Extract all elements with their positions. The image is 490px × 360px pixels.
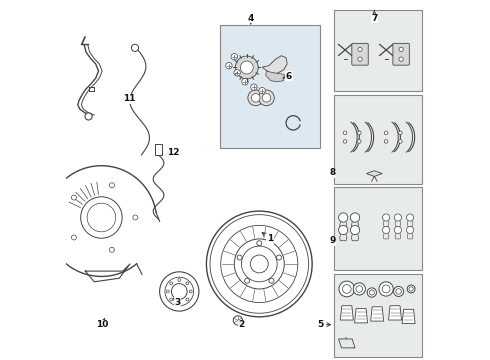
Circle shape	[394, 226, 401, 234]
Circle shape	[384, 140, 388, 143]
Circle shape	[383, 226, 390, 234]
Circle shape	[399, 47, 403, 51]
Bar	[334, 95, 422, 184]
Circle shape	[358, 131, 361, 135]
Circle shape	[259, 87, 266, 94]
Polygon shape	[367, 171, 382, 176]
Circle shape	[350, 213, 360, 222]
Polygon shape	[339, 339, 355, 348]
Circle shape	[353, 283, 366, 295]
Text: 7: 7	[371, 11, 377, 23]
Circle shape	[358, 140, 361, 143]
Circle shape	[231, 54, 238, 60]
Circle shape	[226, 63, 232, 69]
Text: 1: 1	[262, 233, 273, 243]
Circle shape	[407, 285, 415, 293]
Circle shape	[248, 90, 264, 106]
Text: 3: 3	[173, 298, 180, 307]
Text: 6: 6	[283, 72, 292, 81]
Circle shape	[189, 290, 192, 293]
Polygon shape	[402, 309, 415, 324]
Text: 2: 2	[238, 320, 245, 329]
Circle shape	[170, 282, 172, 285]
Bar	[220, 24, 320, 148]
Circle shape	[72, 195, 76, 200]
Polygon shape	[266, 71, 284, 82]
Text: 8: 8	[329, 168, 336, 177]
Circle shape	[276, 255, 281, 260]
Circle shape	[131, 44, 139, 51]
Polygon shape	[355, 309, 368, 323]
Circle shape	[398, 140, 402, 143]
Circle shape	[251, 84, 257, 90]
Circle shape	[170, 298, 172, 301]
Circle shape	[384, 131, 388, 135]
Circle shape	[235, 56, 258, 79]
Circle shape	[72, 235, 76, 240]
Bar	[334, 187, 422, 270]
Text: 12: 12	[166, 148, 179, 157]
Circle shape	[167, 290, 169, 293]
Circle shape	[399, 57, 403, 61]
Polygon shape	[262, 56, 287, 73]
Bar	[334, 274, 422, 357]
Circle shape	[160, 272, 199, 311]
Circle shape	[257, 241, 262, 246]
Circle shape	[339, 225, 348, 235]
Bar	[334, 10, 422, 91]
Circle shape	[251, 94, 260, 102]
Circle shape	[237, 255, 242, 260]
Circle shape	[133, 215, 138, 220]
Circle shape	[343, 131, 347, 135]
Circle shape	[178, 279, 181, 282]
Circle shape	[186, 298, 189, 301]
Circle shape	[367, 288, 376, 297]
Circle shape	[383, 214, 390, 221]
Text: 11: 11	[122, 94, 135, 103]
Circle shape	[269, 278, 274, 283]
Circle shape	[234, 69, 241, 76]
Circle shape	[262, 94, 270, 102]
Circle shape	[242, 78, 248, 85]
FancyBboxPatch shape	[393, 43, 409, 65]
Text: 4: 4	[247, 14, 254, 24]
Circle shape	[85, 113, 92, 120]
Circle shape	[172, 284, 187, 299]
FancyBboxPatch shape	[352, 43, 368, 65]
Circle shape	[339, 213, 348, 222]
Circle shape	[109, 183, 114, 188]
Circle shape	[398, 131, 402, 135]
Circle shape	[393, 287, 404, 296]
Circle shape	[233, 316, 243, 325]
Circle shape	[379, 282, 393, 296]
Polygon shape	[389, 306, 401, 320]
Circle shape	[339, 281, 355, 297]
Text: 10: 10	[96, 319, 108, 329]
Circle shape	[394, 214, 401, 221]
Circle shape	[407, 214, 414, 221]
Circle shape	[343, 140, 347, 143]
Text: 9: 9	[329, 236, 336, 245]
Polygon shape	[341, 306, 353, 320]
Circle shape	[109, 247, 114, 252]
Circle shape	[245, 278, 249, 283]
Circle shape	[259, 90, 274, 106]
Circle shape	[178, 301, 181, 304]
Polygon shape	[370, 307, 384, 321]
Bar	[155, 144, 162, 155]
Circle shape	[407, 226, 414, 234]
Circle shape	[358, 47, 362, 51]
Text: 5: 5	[317, 320, 331, 329]
Circle shape	[81, 197, 122, 238]
Circle shape	[241, 61, 253, 74]
Circle shape	[350, 225, 360, 235]
Circle shape	[186, 282, 189, 285]
Circle shape	[358, 57, 362, 61]
